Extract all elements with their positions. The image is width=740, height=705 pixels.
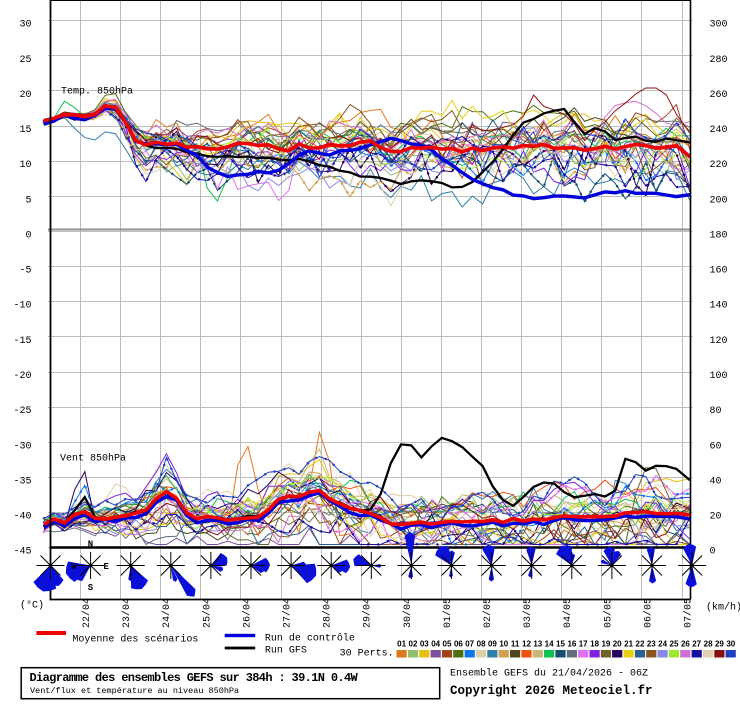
svg-text:-10: -10 [13, 301, 31, 312]
svg-text:100: 100 [710, 371, 728, 382]
svg-text:12: 12 [522, 639, 531, 648]
svg-text:22: 22 [636, 639, 645, 648]
svg-text:-40: -40 [13, 512, 31, 523]
svg-text:05/05: 05/05 [602, 598, 614, 628]
svg-text:05: 05 [443, 639, 452, 648]
svg-text:04/05: 04/05 [562, 598, 574, 628]
svg-text:11: 11 [511, 639, 520, 648]
svg-text:5: 5 [25, 195, 31, 206]
svg-text:180: 180 [710, 230, 728, 241]
svg-text:W: W [71, 562, 77, 572]
svg-text:30/04: 30/04 [402, 598, 414, 628]
svg-text:20: 20 [19, 90, 31, 101]
svg-text:30: 30 [726, 639, 735, 648]
svg-text:21: 21 [624, 639, 633, 648]
svg-text:Run GFS: Run GFS [265, 646, 307, 657]
svg-text:0: 0 [25, 230, 31, 241]
svg-text:200: 200 [710, 195, 728, 206]
svg-text:27/04: 27/04 [282, 598, 294, 628]
svg-text:260: 260 [710, 90, 728, 101]
svg-text:60: 60 [710, 441, 722, 452]
svg-text:160: 160 [710, 266, 728, 277]
svg-text:Run de contrôle: Run de contrôle [265, 633, 355, 645]
svg-text:18: 18 [590, 639, 599, 648]
svg-text:40: 40 [710, 476, 722, 487]
svg-text:13: 13 [533, 639, 542, 648]
svg-text:-15: -15 [13, 336, 31, 347]
svg-text:10: 10 [19, 160, 31, 171]
svg-text:15: 15 [19, 125, 31, 136]
svg-text:80: 80 [710, 406, 722, 417]
svg-text:01: 01 [397, 639, 406, 648]
svg-text:20: 20 [613, 639, 622, 648]
svg-text:24/04: 24/04 [161, 598, 173, 628]
svg-text:300: 300 [710, 20, 728, 31]
svg-text:Copyright 2026 Meteociel.fr: Copyright 2026 Meteociel.fr [450, 684, 653, 698]
svg-text:Moyenne des scénarios: Moyenne des scénarios [72, 634, 198, 646]
svg-text:14: 14 [545, 639, 554, 648]
svg-text:Vent/flux et température au ni: Vent/flux et température au niveau 850hP… [30, 686, 239, 696]
svg-text:06: 06 [454, 639, 463, 648]
svg-text:07/05: 07/05 [683, 598, 695, 628]
svg-text:28/04: 28/04 [322, 598, 334, 628]
svg-text:E: E [104, 562, 110, 572]
svg-text:20: 20 [710, 512, 722, 523]
svg-text:02: 02 [409, 639, 418, 648]
svg-text:29: 29 [715, 639, 724, 648]
svg-text:280: 280 [710, 55, 728, 66]
svg-text:19: 19 [601, 639, 610, 648]
svg-text:N: N [88, 540, 93, 550]
svg-text:Ensemble GEFS du 21/04/2026 -: Ensemble GEFS du 21/04/2026 - 06Z [450, 668, 648, 680]
svg-text:25/04: 25/04 [201, 598, 213, 628]
svg-text:17: 17 [579, 639, 588, 648]
svg-text:08: 08 [477, 639, 486, 648]
svg-text:S: S [88, 583, 94, 593]
svg-text:-20: -20 [13, 371, 31, 382]
svg-text:23/04: 23/04 [121, 598, 133, 628]
svg-text:09: 09 [488, 639, 497, 648]
svg-text:28: 28 [704, 639, 713, 648]
svg-text:25: 25 [19, 55, 31, 66]
svg-text:02/05: 02/05 [482, 598, 494, 628]
svg-text:-45: -45 [13, 547, 31, 558]
svg-text:07: 07 [465, 639, 474, 648]
svg-text:-5: -5 [19, 266, 31, 277]
svg-text:04: 04 [431, 639, 440, 648]
svg-text:140: 140 [710, 301, 728, 312]
svg-text:-30: -30 [13, 441, 31, 452]
svg-text:25: 25 [670, 639, 679, 648]
svg-text:(km/h): (km/h) [706, 602, 740, 614]
svg-text:10: 10 [499, 639, 508, 648]
svg-text:220: 220 [710, 160, 728, 171]
svg-text:(°C): (°C) [20, 600, 44, 612]
svg-text:30: 30 [19, 20, 31, 31]
svg-text:Vent 850hPa: Vent 850hPa [60, 453, 126, 465]
svg-text:120: 120 [710, 336, 728, 347]
svg-text:06/05: 06/05 [642, 598, 654, 628]
svg-text:-25: -25 [13, 406, 31, 417]
svg-text:30 Perts.: 30 Perts. [340, 649, 394, 660]
svg-text:-35: -35 [13, 476, 31, 487]
svg-text:23: 23 [647, 639, 656, 648]
svg-text:01/05: 01/05 [442, 598, 454, 628]
svg-text:03: 03 [420, 639, 429, 648]
svg-text:16: 16 [567, 639, 576, 648]
svg-text:15: 15 [556, 639, 565, 648]
svg-text:26/04: 26/04 [241, 598, 253, 628]
svg-text:27: 27 [692, 639, 701, 648]
svg-text:Temp. 850hPa: Temp. 850hPa [61, 85, 133, 97]
svg-text:0: 0 [710, 547, 716, 558]
svg-text:22/04: 22/04 [81, 598, 93, 628]
svg-text:Diagramme des ensembles GEFS s: Diagramme des ensembles GEFS sur 384h : … [30, 671, 359, 685]
svg-text:26: 26 [681, 639, 690, 648]
svg-text:03/05: 03/05 [522, 598, 534, 628]
svg-text:240: 240 [710, 125, 728, 136]
svg-text:29/04: 29/04 [362, 598, 374, 628]
svg-text:24: 24 [658, 639, 667, 648]
